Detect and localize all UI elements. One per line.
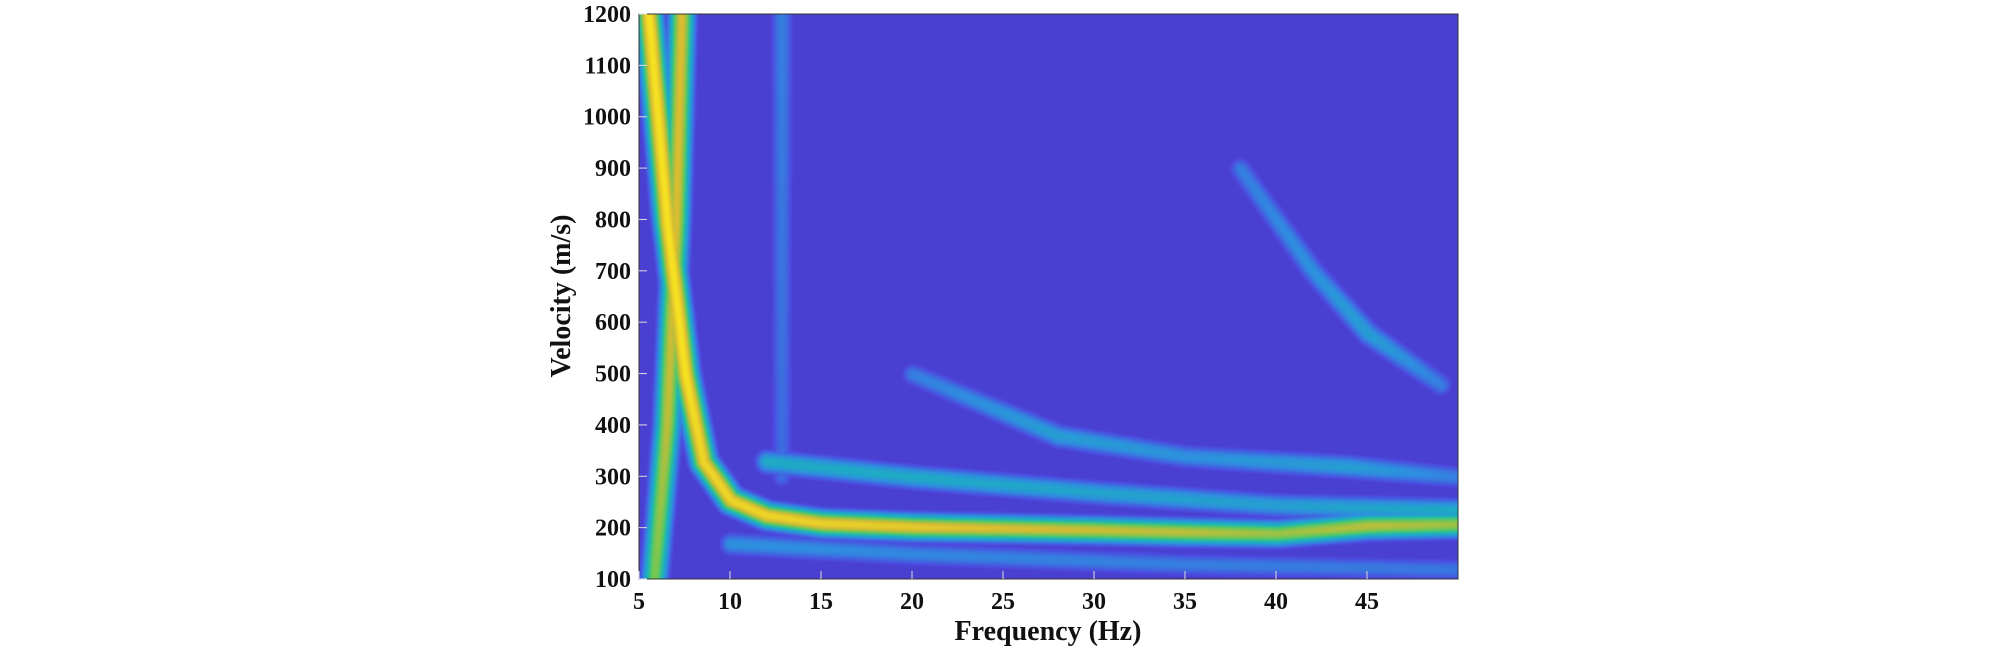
y-tick-label: 500 [595,362,631,388]
x-tick-label: 40 [1264,589,1288,615]
x-tick-label: 10 [718,589,742,615]
x-tick-label: 45 [1355,589,1379,615]
y-tick-label: 600 [595,310,631,336]
x-tick-label: 20 [900,589,924,615]
x-tick-label: 5 [633,589,645,615]
x-axis-ticks: 5 10 15 20 25 30 35 40 45 [633,571,1379,615]
x-tick-label: 35 [1173,589,1197,615]
plot-frame [638,13,1459,580]
heatmap-image [639,14,1458,579]
x-tick-label: 15 [809,589,833,615]
x-tick-label: 30 [1082,589,1106,615]
plot-area [638,13,1459,580]
y-tick-label: 400 [595,413,631,439]
y-axis-label: Velocity (m/s) [546,214,577,377]
y-tick-label: 700 [595,259,631,285]
y-tick-label: 300 [595,464,631,490]
x-axis-label: Frequency (Hz) [955,616,1142,647]
x-tick-label: 25 [991,589,1015,615]
y-axis-ticks: 100 200 300 400 500 600 700 800 900 1000 1100 1200 [583,2,647,593]
y-tick-label: 1200 [583,2,631,28]
y-tick-label: 100 [595,567,631,593]
y-tick-label: 1100 [584,53,631,79]
y-tick-label: 200 [595,516,631,542]
y-tick-label: 1000 [583,105,631,131]
y-tick-label: 900 [595,156,631,182]
y-tick-label: 800 [595,207,631,233]
